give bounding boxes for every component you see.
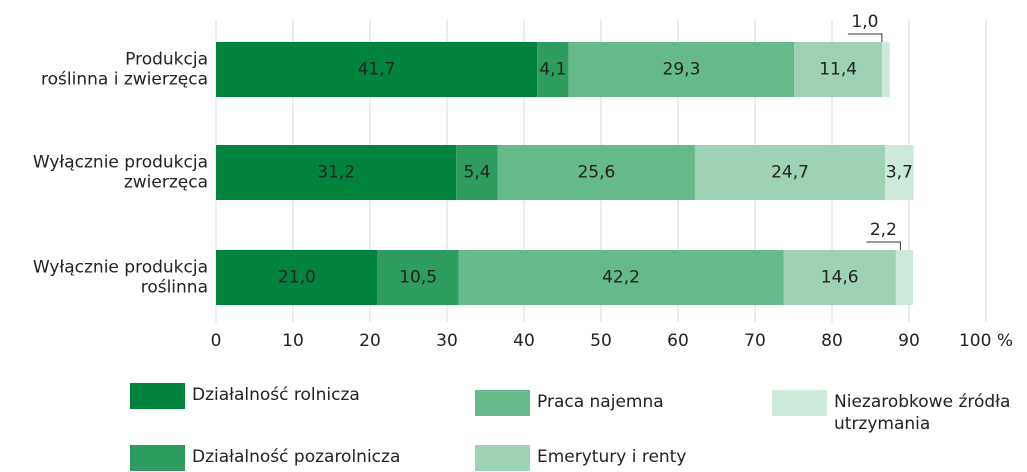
- value-label: 2,2: [870, 220, 897, 240]
- category-label: Wyłącznie produkcja: [33, 153, 208, 173]
- legend-label: Niezarobkowe źródła utrzymania: [834, 392, 1011, 434]
- value-label: 25,6: [577, 163, 615, 183]
- category-label: Wyłącznie produkcja: [33, 258, 208, 278]
- legend-swatch: [772, 390, 827, 416]
- category-label: roślinna i zwierzęca: [41, 70, 208, 90]
- bar-segment: [895, 250, 913, 305]
- value-label: 24,7: [771, 163, 809, 183]
- x-tick-label: 40: [513, 331, 535, 351]
- bar-segment: [882, 42, 890, 97]
- bar-segment: [568, 42, 795, 97]
- bar-segment: [377, 250, 459, 305]
- category-label: Produkcja: [125, 50, 208, 70]
- bar-segment: [216, 250, 378, 305]
- x-tick-label: 0: [211, 331, 222, 351]
- value-label: 11,4: [819, 60, 857, 80]
- bar-segment: [537, 42, 569, 97]
- value-label: 41,7: [358, 60, 396, 80]
- bar-segment: [216, 42, 538, 97]
- legend-swatch: [475, 445, 530, 471]
- value-label: 5,4: [464, 163, 491, 183]
- value-label: 4,1: [539, 60, 566, 80]
- x-tick-label: 20: [359, 331, 381, 351]
- value-label: 29,3: [663, 60, 701, 80]
- value-label: 31,2: [317, 163, 355, 183]
- legend-label: Emerytury i renty: [537, 447, 687, 467]
- value-label: 42,2: [602, 268, 640, 288]
- leader-line: [847, 33, 883, 42]
- category-label: zwierzęca: [124, 173, 208, 193]
- bar-segment: [694, 145, 886, 200]
- bar-segment: [794, 42, 883, 97]
- bar-segment: [783, 250, 896, 305]
- x-tick-label: 80: [821, 331, 843, 351]
- legend-swatch: [130, 445, 185, 471]
- x-tick-label: 30: [436, 331, 458, 351]
- legend-swatch: [475, 390, 530, 416]
- leader-line: [866, 241, 901, 250]
- bar-segment: [497, 145, 695, 200]
- x-tick-label: 70: [744, 331, 766, 351]
- value-label: 14,6: [821, 268, 859, 288]
- x-tick-label: 50: [590, 331, 612, 351]
- x-tick-label: 100 %: [959, 331, 1013, 351]
- x-tick-label: 10: [282, 331, 304, 351]
- value-label: 3,7: [886, 163, 913, 183]
- x-tick-label: 90: [898, 331, 920, 351]
- value-label: 1,0: [851, 12, 878, 32]
- value-label: 10,5: [399, 268, 437, 288]
- bar-segment: [456, 145, 498, 200]
- x-tick-label: 60: [667, 331, 689, 351]
- bar-segment: [216, 145, 457, 200]
- legend-label: Działalność pozarolnicza: [192, 447, 401, 467]
- bar-segment: [885, 145, 914, 200]
- legend-label: Działalność rolnicza: [192, 385, 360, 405]
- value-label: 21,0: [278, 268, 316, 288]
- category-label: roślinna: [141, 278, 208, 298]
- legend-label: Praca najemna: [537, 392, 664, 412]
- bar-segment: [458, 250, 784, 305]
- legend-swatch: [130, 383, 185, 409]
